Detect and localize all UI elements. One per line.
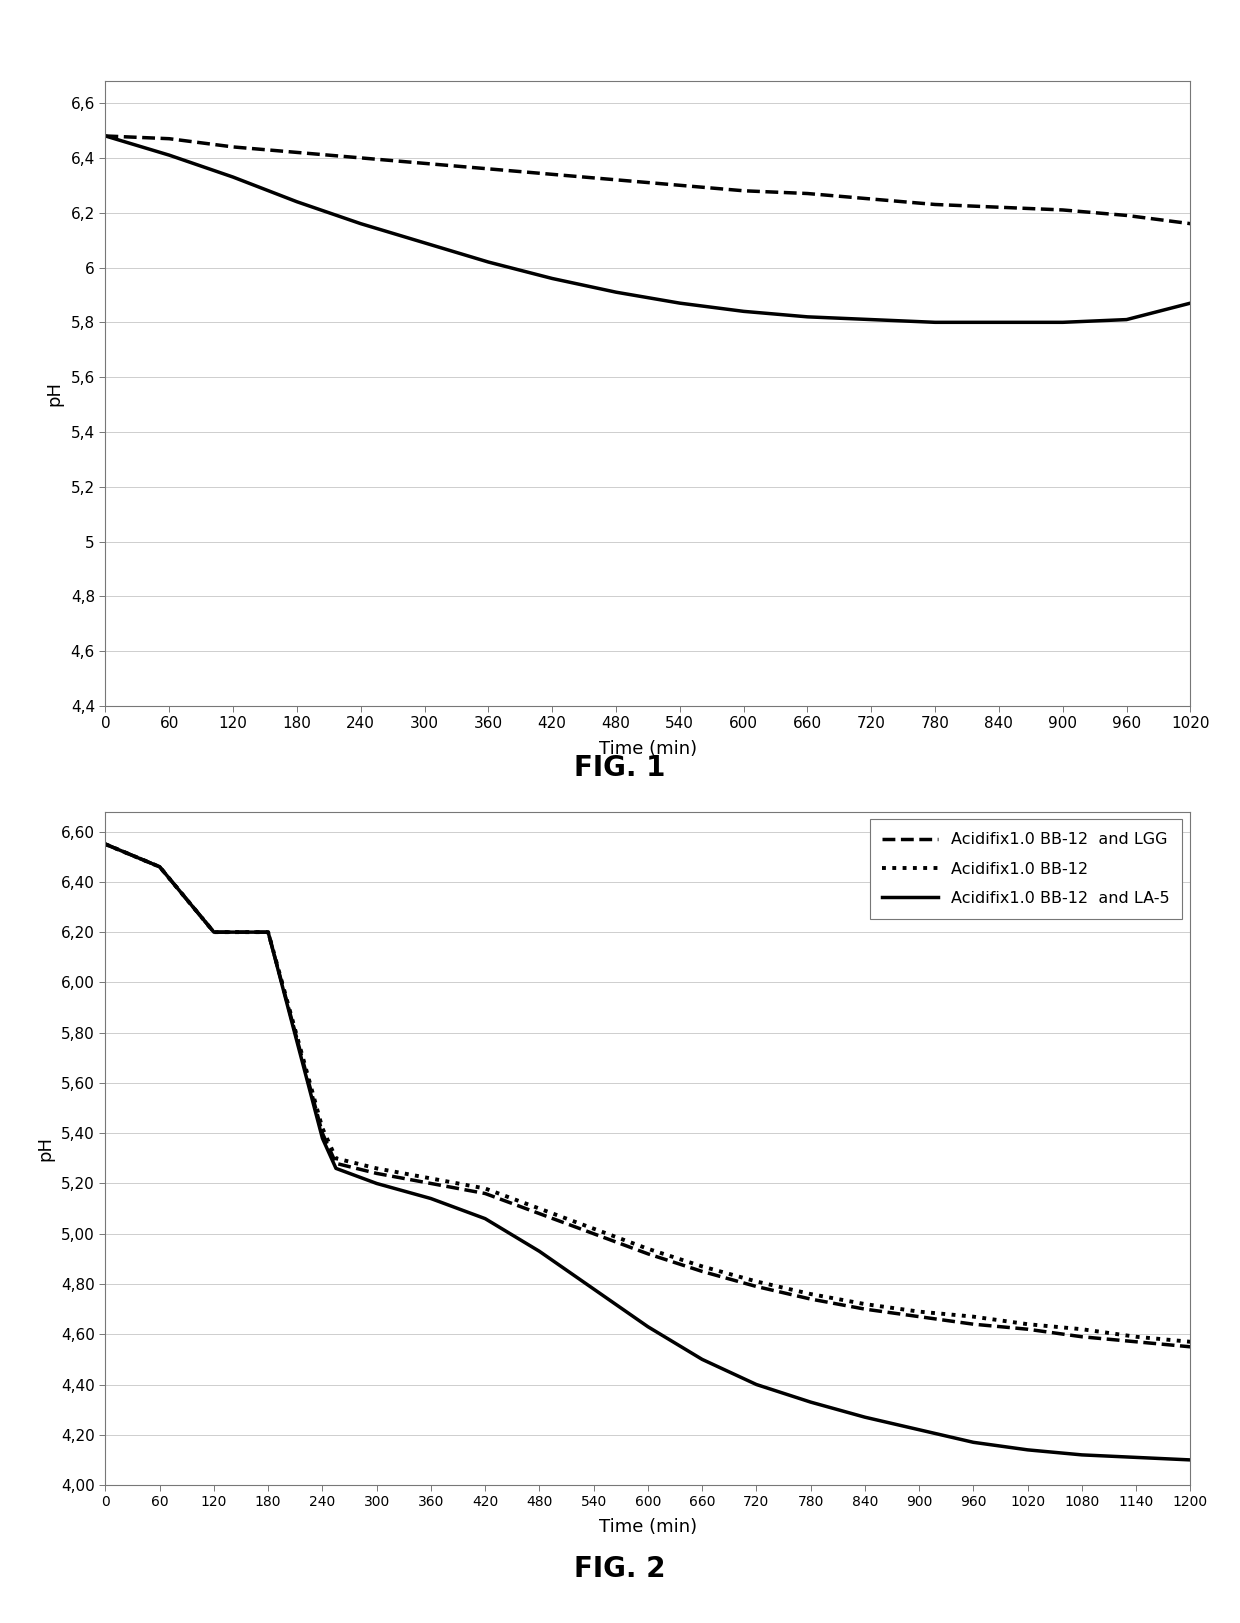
Acidifix1.0 BB-12  and LGG — [1021, 1319, 1035, 1339]
Acidifix1.0 BB-12  and LA-5 — [153, 857, 167, 876]
Acidifix1.0 BB-12 — [370, 1159, 384, 1178]
Acidifix1.0 BB-12  and LGG — [694, 1261, 709, 1281]
Acidifix1.0 BB-12 — [749, 1272, 764, 1292]
Acidifix1.0 BB-12  and LGG — [315, 1123, 330, 1143]
Acidifix1.0 BB-12  and LA-5 — [749, 1375, 764, 1394]
Acidifix1.0 BB-12  and LA-5 — [1183, 1451, 1198, 1470]
Acidifix1.0 BB-12 — [694, 1256, 709, 1276]
Acidifix1.0 BB-12  and LGG — [804, 1289, 818, 1308]
Acidifix1.0 BB-12  and LA-5 — [423, 1188, 439, 1208]
Acidifix1.0 BB-12  and LGG — [857, 1300, 872, 1319]
Acidifix1.0 BB-12  and LA-5 — [1128, 1448, 1143, 1467]
Acidifix1.0 BB-12  and LGG — [1183, 1337, 1198, 1357]
Y-axis label: pH: pH — [46, 381, 63, 406]
Acidifix1.0 BB-12  and LGG — [477, 1183, 492, 1203]
Acidifix1.0 BB-12  and LGG — [966, 1315, 981, 1334]
Acidifix1.0 BB-12  and LGG — [329, 1154, 343, 1173]
Acidifix1.0 BB-12  and LA-5 — [587, 1279, 601, 1298]
Acidifix1.0 BB-12 — [477, 1178, 492, 1198]
Acidifix1.0 BB-12  and LA-5 — [694, 1350, 709, 1370]
Acidifix1.0 BB-12  and LA-5 — [640, 1316, 655, 1336]
Text: FIG. 1: FIG. 1 — [574, 753, 666, 782]
Acidifix1.0 BB-12 — [423, 1169, 439, 1188]
X-axis label: Time (min): Time (min) — [599, 740, 697, 758]
Acidifix1.0 BB-12  and LA-5 — [911, 1420, 926, 1440]
Y-axis label: pH: pH — [36, 1136, 55, 1160]
Acidifix1.0 BB-12  and LGG — [640, 1245, 655, 1264]
Acidifix1.0 BB-12  and LGG — [98, 834, 113, 854]
Acidifix1.0 BB-12 — [966, 1307, 981, 1326]
Acidifix1.0 BB-12 — [98, 834, 113, 854]
Acidifix1.0 BB-12  and LGG — [532, 1204, 547, 1224]
Acidifix1.0 BB-12 — [1021, 1315, 1035, 1334]
Acidifix1.0 BB-12 — [1183, 1332, 1198, 1352]
Legend: Acidifix1.0 BB-12  and LGG, Acidifix1.0 BB-12, Acidifix1.0 BB-12  and LA-5: Acidifix1.0 BB-12 and LGG, Acidifix1.0 B… — [869, 820, 1183, 919]
Acidifix1.0 BB-12  and LGG — [260, 922, 275, 941]
Acidifix1.0 BB-12  and LGG — [153, 857, 167, 876]
Acidifix1.0 BB-12  and LA-5 — [857, 1407, 872, 1427]
Line: Acidifix1.0 BB-12  and LA-5: Acidifix1.0 BB-12 and LA-5 — [105, 844, 1190, 1461]
Acidifix1.0 BB-12  and LGG — [423, 1173, 439, 1193]
Acidifix1.0 BB-12  and LGG — [206, 922, 221, 941]
Acidifix1.0 BB-12  and LA-5 — [532, 1242, 547, 1261]
Acidifix1.0 BB-12  and LA-5 — [206, 922, 221, 941]
Acidifix1.0 BB-12  and LA-5 — [804, 1393, 818, 1412]
Acidifix1.0 BB-12  and LA-5 — [315, 1128, 330, 1147]
Acidifix1.0 BB-12 — [153, 857, 167, 876]
Acidifix1.0 BB-12 — [329, 1149, 343, 1169]
Acidifix1.0 BB-12  and LA-5 — [966, 1433, 981, 1453]
Acidifix1.0 BB-12  and LA-5 — [477, 1209, 492, 1229]
Acidifix1.0 BB-12 — [640, 1238, 655, 1258]
Acidifix1.0 BB-12  and LGG — [911, 1307, 926, 1326]
Acidifix1.0 BB-12  and LA-5 — [1021, 1440, 1035, 1459]
Acidifix1.0 BB-12  and LA-5 — [329, 1159, 343, 1178]
Acidifix1.0 BB-12  and LA-5 — [1074, 1444, 1089, 1464]
Acidifix1.0 BB-12 — [857, 1295, 872, 1315]
Acidifix1.0 BB-12 — [1074, 1319, 1089, 1339]
Acidifix1.0 BB-12 — [587, 1219, 601, 1238]
Line: Acidifix1.0 BB-12  and LGG: Acidifix1.0 BB-12 and LGG — [105, 844, 1190, 1347]
Acidifix1.0 BB-12 — [315, 1118, 330, 1138]
Acidifix1.0 BB-12 — [260, 922, 275, 941]
Acidifix1.0 BB-12 — [206, 922, 221, 941]
Line: Acidifix1.0 BB-12: Acidifix1.0 BB-12 — [105, 844, 1190, 1342]
Acidifix1.0 BB-12  and LGG — [1128, 1332, 1143, 1352]
Acidifix1.0 BB-12  and LGG — [587, 1224, 601, 1243]
X-axis label: Time (min): Time (min) — [599, 1518, 697, 1535]
Acidifix1.0 BB-12  and LA-5 — [370, 1173, 384, 1193]
Acidifix1.0 BB-12 — [1128, 1328, 1143, 1347]
Acidifix1.0 BB-12 — [804, 1284, 818, 1303]
Acidifix1.0 BB-12  and LGG — [749, 1277, 764, 1297]
Acidifix1.0 BB-12  and LGG — [1074, 1328, 1089, 1347]
Acidifix1.0 BB-12  and LA-5 — [260, 922, 275, 941]
Acidifix1.0 BB-12 — [532, 1199, 547, 1219]
Acidifix1.0 BB-12  and LA-5 — [98, 834, 113, 854]
Acidifix1.0 BB-12 — [911, 1302, 926, 1321]
Text: FIG. 2: FIG. 2 — [574, 1555, 666, 1584]
Acidifix1.0 BB-12  and LGG — [370, 1164, 384, 1183]
